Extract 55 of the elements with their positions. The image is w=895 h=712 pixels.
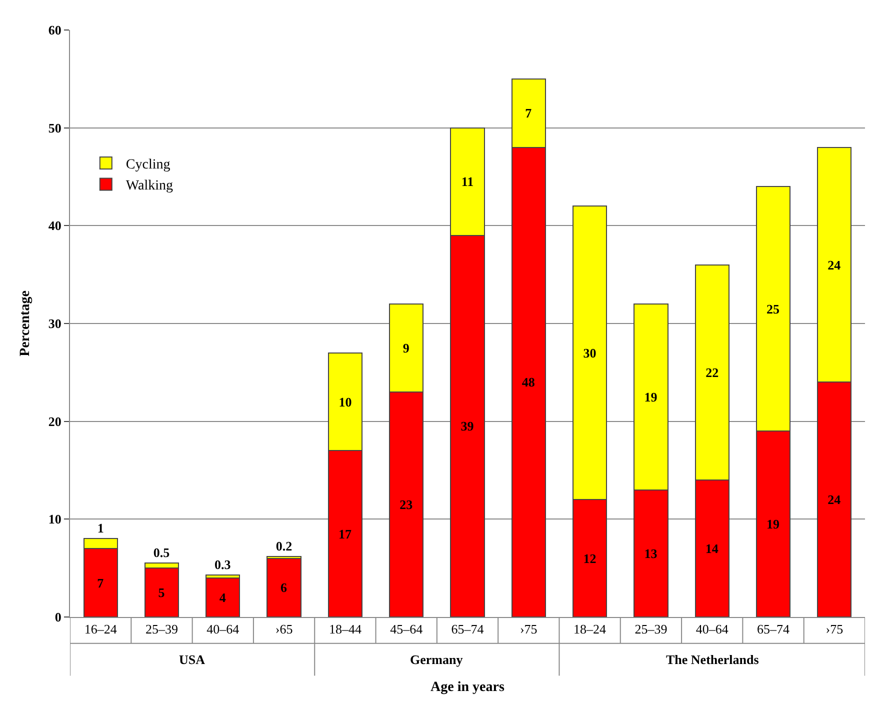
x-tick-label: 16–24 <box>84 622 118 637</box>
data-label: 24 <box>828 257 842 272</box>
x-tick-label: 40–64 <box>206 622 240 637</box>
x-axis-title: Age in years <box>430 680 505 695</box>
data-label: 10 <box>338 394 352 410</box>
text: Germany <box>410 652 464 667</box>
y-tick-label: 10 <box>48 512 62 527</box>
data-label: 9 <box>402 340 410 356</box>
data-label: 24 <box>828 492 842 508</box>
x-tick-label: 25–39 <box>145 622 178 637</box>
data-label: 12 <box>583 550 596 566</box>
data-label: 1 <box>97 520 104 536</box>
x-tick-label: 45–64 <box>390 622 424 637</box>
text: The Netherlands <box>666 652 759 667</box>
data-label: 22 <box>706 364 719 380</box>
x-tick-label: 65–74 <box>451 622 484 637</box>
data-label: 14 <box>705 541 719 556</box>
x-tick-label: 18–24 <box>574 622 607 637</box>
data-label: 19 <box>644 389 658 404</box>
bar <box>206 577 240 617</box>
data-label: 13 <box>644 546 658 561</box>
bar <box>266 558 302 617</box>
data-label: 5 <box>158 585 166 600</box>
data-label: 11 <box>461 174 474 190</box>
y-axis-title: Percentage <box>18 290 33 356</box>
data-label: 0.2 <box>276 538 292 554</box>
x-tick-label: 18–44 <box>328 622 362 637</box>
text: USA <box>179 652 206 667</box>
data-label: 19 <box>766 516 780 532</box>
data-label: 6 <box>280 580 288 596</box>
x-tick-label: ›75 <box>520 622 538 637</box>
y-tick-label: 30 <box>48 316 62 332</box>
y-tick-label: 20 <box>48 414 62 429</box>
data-label: 7 <box>525 106 532 121</box>
y-tick-label: 40 <box>48 218 62 234</box>
data-label: 17 <box>338 526 352 542</box>
data-label: 25 <box>766 301 780 316</box>
legend-label: Cycling <box>126 157 170 172</box>
data-label: 23 <box>400 496 414 512</box>
x-tick-label: ›65 <box>275 622 293 637</box>
x-tick-label: 65–74 <box>757 622 790 637</box>
y-tick-label: 60 <box>48 22 62 38</box>
y-tick-label: 0 <box>54 610 62 625</box>
y-tick-label: 50 <box>48 120 62 136</box>
x-tick-label: ›75 <box>826 622 844 637</box>
data-label: 0.5 <box>153 545 170 560</box>
data-label: 30 <box>583 345 596 360</box>
data-label: 0.3 <box>214 556 232 572</box>
data-label: 4 <box>219 590 226 605</box>
data-label: 39 <box>460 418 474 434</box>
data-label: 48 <box>522 374 536 390</box>
x-tick-label: 40–64 <box>696 622 729 637</box>
x-tick-label: 25–39 <box>634 622 668 637</box>
data-label: 7 <box>97 575 104 590</box>
legend-label: Walking <box>126 178 173 194</box>
